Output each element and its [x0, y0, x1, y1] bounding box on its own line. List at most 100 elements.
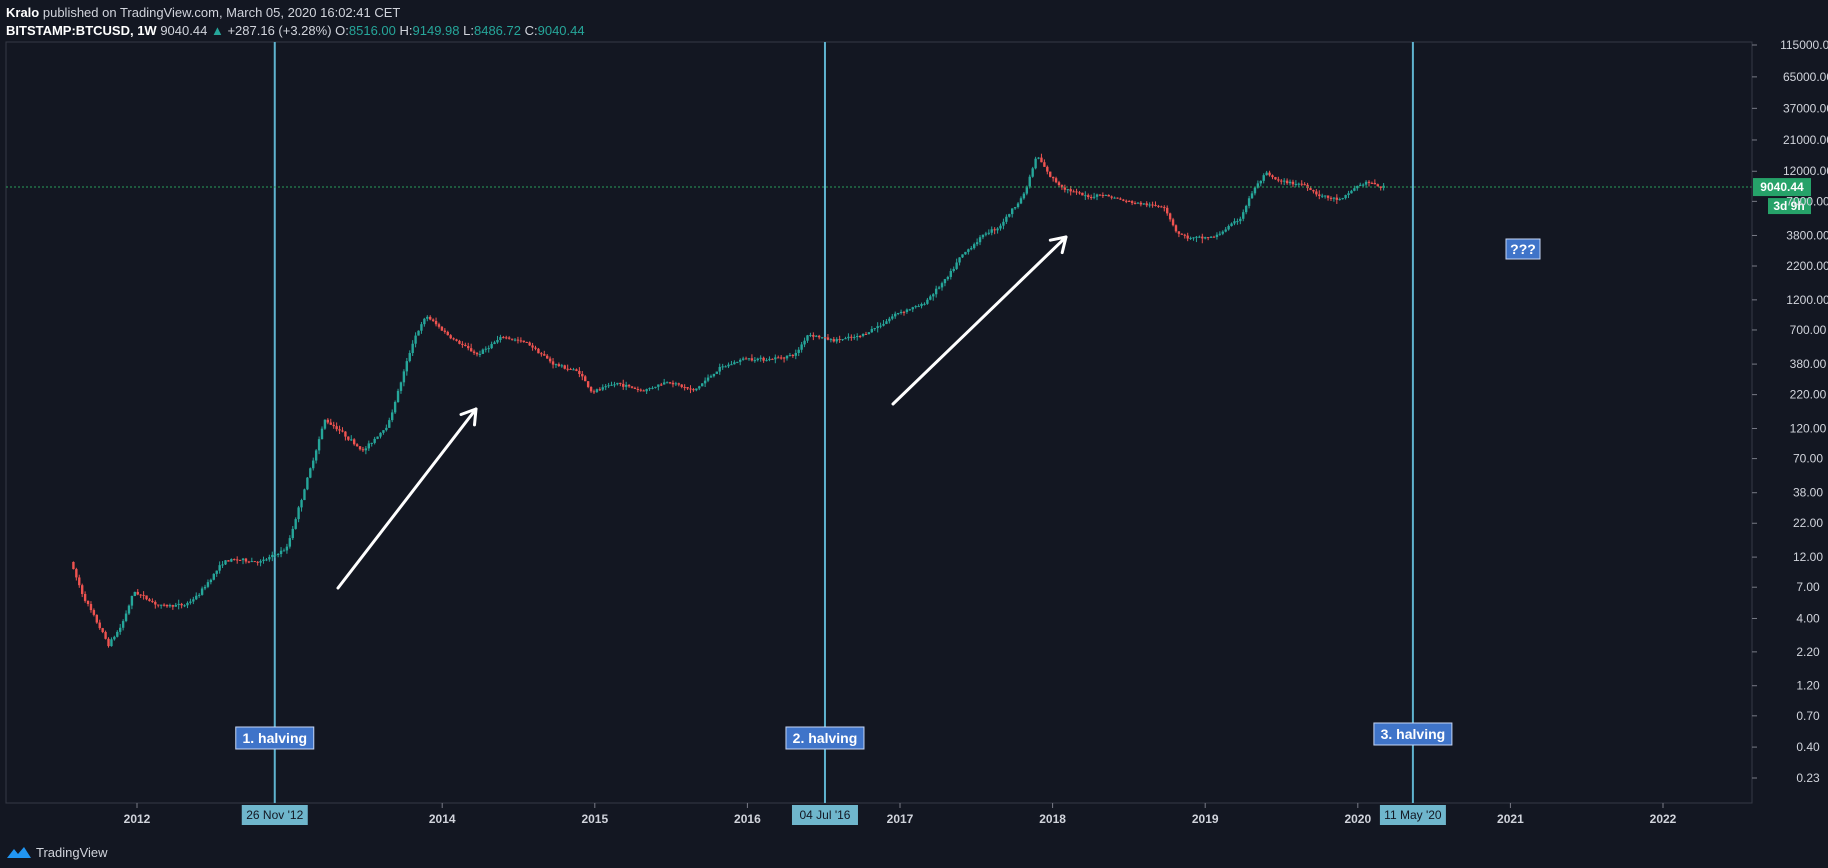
- candle-body: [1250, 193, 1254, 199]
- candle-body: [844, 338, 847, 340]
- footer: TradingView: [6, 842, 108, 862]
- candle-body: [926, 299, 929, 304]
- candle-body: [300, 500, 303, 508]
- candle-body: [522, 340, 526, 342]
- time-axis[interactable]: 2012 2014 2015 2016 2017 2018 2019 2020 2021 2022: [124, 803, 1677, 826]
- candle-body: [589, 386, 593, 392]
- candle-body: [379, 432, 382, 437]
- candle-body: [1335, 197, 1339, 200]
- author-name[interactable]: Kralo: [6, 5, 40, 20]
- candle-body: [964, 251, 967, 255]
- halving-label-box[interactable]: [1373, 722, 1453, 746]
- published-info: published on TradingView.com, March 05, …: [42, 5, 401, 20]
- candle-body: [1277, 179, 1280, 181]
- candle-body: [121, 621, 125, 628]
- candle-body: [177, 603, 180, 605]
- tradingview-logo-icon[interactable]: [6, 844, 32, 860]
- candle-body: [218, 565, 221, 571]
- candle-body: [1177, 231, 1181, 234]
- candle-body: [841, 339, 844, 341]
- candle-body: [309, 468, 312, 478]
- candle-body: [753, 360, 757, 362]
- candle-body: [373, 438, 376, 443]
- candle-body: [1239, 218, 1242, 222]
- candle-body: [1130, 201, 1134, 203]
- candle-body: [493, 342, 496, 345]
- candle-body: [180, 603, 183, 606]
- candle-body: [1037, 157, 1040, 159]
- candle-body: [785, 355, 789, 359]
- candle-body: [595, 389, 599, 392]
- candle-body: [744, 358, 748, 360]
- symbol-name[interactable]: BITSTAMP:BTCUSD, 1W: [6, 23, 157, 38]
- candle-body: [1353, 188, 1356, 191]
- candle-body: [1034, 158, 1037, 169]
- halving-label-box[interactable]: [785, 726, 865, 750]
- candle-body: [1171, 219, 1175, 226]
- candle-body: [513, 339, 517, 341]
- candle-body: [817, 335, 821, 338]
- candle-body: [739, 359, 742, 362]
- candle-body: [1016, 203, 1020, 208]
- candle-body: [586, 381, 590, 387]
- candle-body: [584, 376, 587, 382]
- candle-body: [894, 313, 897, 317]
- candle-body: [221, 564, 224, 566]
- candle-body: [642, 390, 645, 392]
- candle-body: [1294, 183, 1298, 185]
- candle-body: [212, 573, 215, 580]
- candle-body: [113, 636, 116, 640]
- candle-body: [1244, 205, 1248, 213]
- candle-body: [1338, 199, 1341, 201]
- high-label: H:: [399, 23, 413, 38]
- trend-arrow[interactable]: [891, 235, 1068, 406]
- candle-body: [891, 316, 894, 319]
- candle-body: [718, 366, 721, 372]
- price-axis[interactable]: 115000.00 65000.00 37000.00 21000.00 12000.0…: [1751, 38, 1828, 803]
- candle-body: [1356, 185, 1359, 189]
- candle-body: [619, 382, 622, 384]
- candle-body: [157, 604, 160, 606]
- y-tick-label: 2200.00: [1786, 259, 1828, 273]
- chart-header: Kralo published on TradingView.com, Marc…: [6, 4, 585, 42]
- low-label: L:: [463, 23, 474, 38]
- candle-body: [89, 604, 93, 611]
- candle-body: [75, 569, 78, 578]
- candle-body: [294, 519, 297, 529]
- candle-body: [247, 561, 251, 563]
- candle-body: [920, 304, 923, 307]
- candle-body: [1166, 207, 1169, 214]
- candle-body: [1332, 197, 1336, 199]
- candle-body: [1089, 197, 1093, 199]
- brand-name[interactable]: TradingView: [36, 844, 108, 860]
- annotation-box[interactable]: [1505, 238, 1541, 260]
- y-tick-label: 22.00: [1793, 516, 1823, 530]
- candle-body: [1119, 198, 1122, 200]
- candle-body: [1072, 191, 1075, 193]
- candle-body: [507, 337, 511, 339]
- y-tick-label: 7.00: [1796, 580, 1820, 594]
- candle-body: [1218, 233, 1222, 235]
- candle-body: [405, 361, 409, 372]
- candle-body: [95, 614, 99, 623]
- candle-body: [545, 355, 549, 359]
- candle-body: [376, 436, 379, 439]
- trend-arrow[interactable]: [336, 407, 478, 590]
- candle-body: [923, 303, 926, 305]
- candle-body: [127, 605, 131, 614]
- candle-body: [914, 306, 917, 308]
- candle-body: [1163, 207, 1166, 209]
- candle-body: [215, 570, 218, 574]
- candle-body: [388, 420, 391, 428]
- candle-body: [879, 325, 882, 327]
- y-tick-label: 3800.00: [1786, 228, 1828, 242]
- candle-body: [130, 595, 134, 606]
- candle-body: [1297, 183, 1301, 185]
- candle-body: [777, 357, 780, 359]
- candle-body: [712, 373, 716, 377]
- candle-body: [733, 362, 736, 365]
- halving-label-box[interactable]: [235, 726, 315, 750]
- candle-body: [253, 561, 256, 563]
- candle-body: [1145, 203, 1148, 206]
